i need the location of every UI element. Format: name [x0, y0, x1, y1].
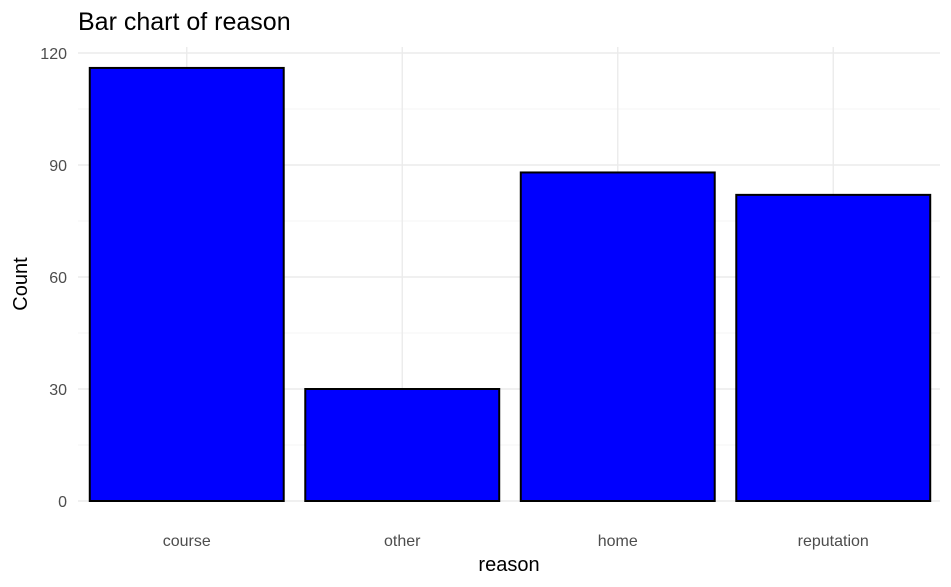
bar-home: [519, 171, 716, 502]
y-tick-label: 120: [40, 46, 67, 63]
bars: [88, 66, 932, 503]
bar-reputation: [735, 193, 932, 502]
x-axis-ticks: course other home reputation: [163, 533, 869, 550]
y-axis-title: Count: [10, 257, 32, 311]
y-tick-label: 0: [58, 494, 67, 511]
x-tick-label: other: [384, 533, 421, 550]
y-tick-label: 60: [49, 270, 67, 287]
y-tick-label: 30: [49, 382, 67, 399]
y-tick-label: 90: [49, 158, 67, 175]
x-tick-label: reputation: [798, 533, 869, 550]
chart-title: Bar chart of reason: [78, 8, 291, 36]
x-tick-label: course: [163, 533, 211, 550]
x-tick-label: home: [598, 533, 638, 550]
bar-course: [88, 66, 285, 503]
x-axis-title: reason: [478, 554, 539, 576]
y-axis-ticks: 0 30 60 90 120: [40, 46, 67, 511]
bar-other: [304, 388, 501, 502]
